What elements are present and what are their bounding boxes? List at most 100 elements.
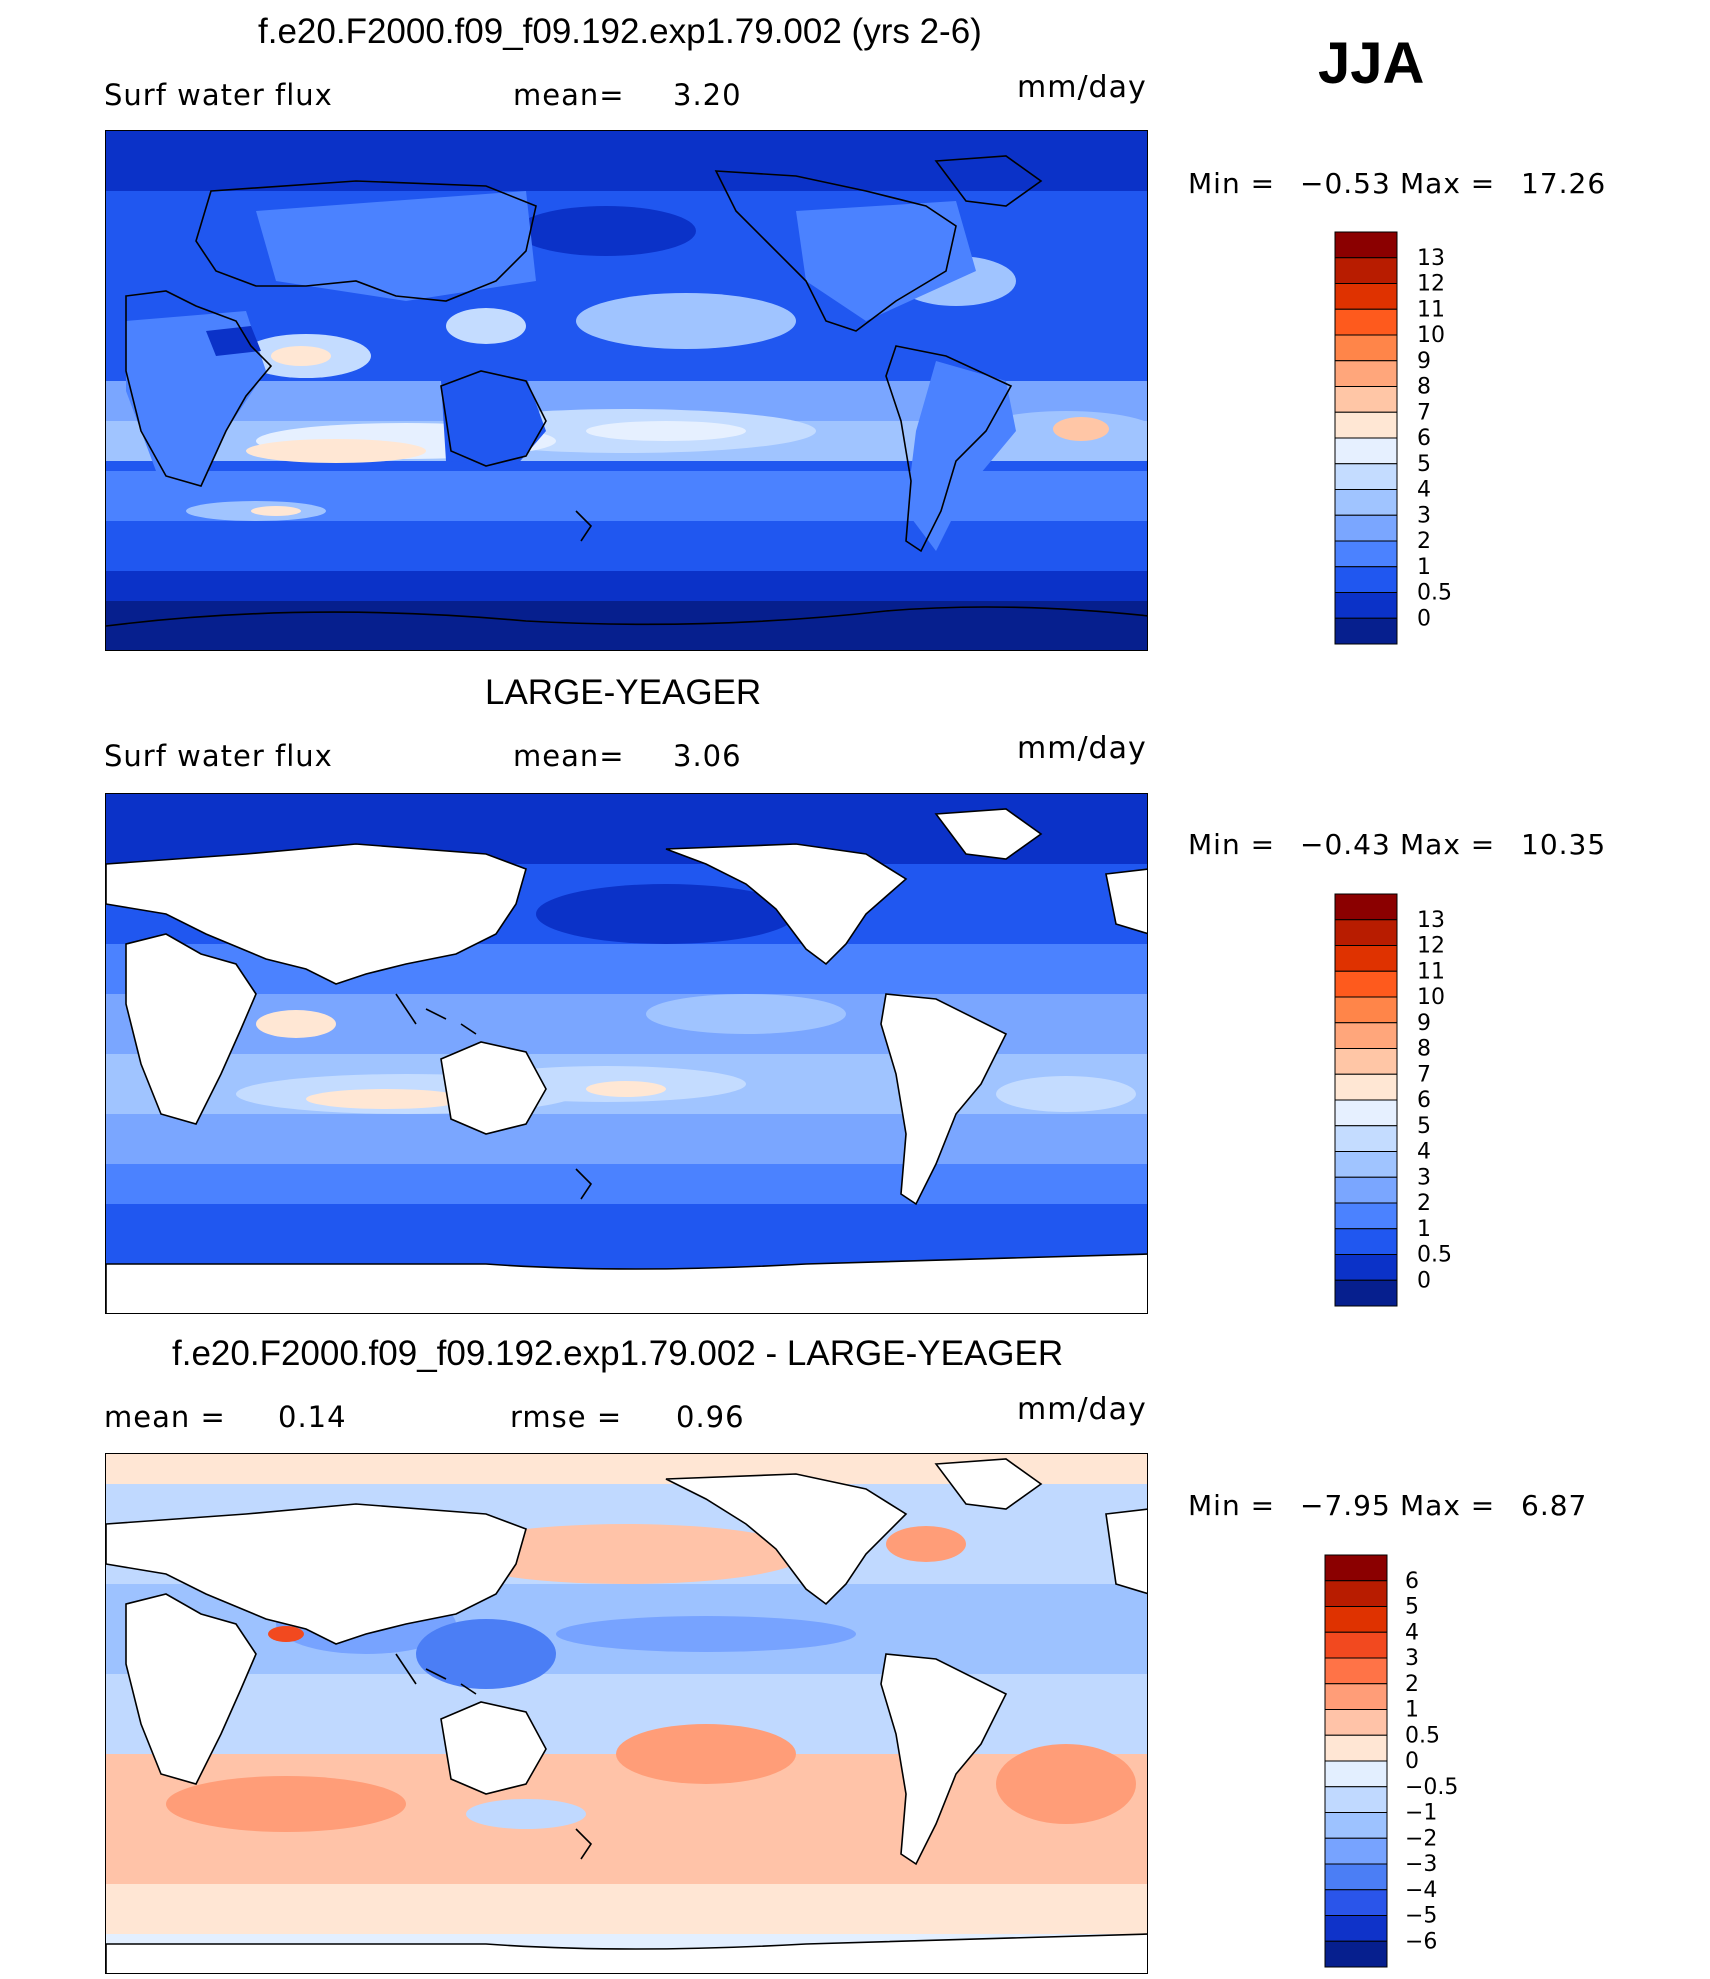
colorbar-1-swatch xyxy=(1334,257,1398,284)
colorbar-1-swatch xyxy=(1334,437,1398,465)
colorbar-3-tick-label: 0.5 xyxy=(1405,1723,1440,1748)
panel1-title: f.e20.F2000.f09_f09.192.exp1.79.002 (yrs… xyxy=(258,12,982,51)
colorbar-3-swatch xyxy=(1324,1554,1388,1582)
panel3-min-value: −7.95 xyxy=(1300,1489,1391,1522)
colorbar-3-tick-label: −2 xyxy=(1405,1826,1437,1851)
colorbar-2-tick-label: 2 xyxy=(1417,1191,1431,1216)
colorbar-3-swatch xyxy=(1324,1734,1388,1762)
colorbar-3-tick-label: 3 xyxy=(1405,1646,1419,1671)
colorbar-1-tick-label: 10 xyxy=(1417,323,1445,348)
colorbar-1-tick-label: 8 xyxy=(1417,375,1431,400)
panel3-rmse-label: rmse = xyxy=(510,1400,623,1434)
colorbar-1-swatch xyxy=(1334,592,1398,619)
colorbar-1-swatch xyxy=(1334,566,1398,593)
colorbar-3-tick-label: 0 xyxy=(1405,1749,1419,1774)
panel1-mean-value: 3.20 xyxy=(673,78,742,112)
colorbar-2-tick-label: 13 xyxy=(1417,908,1445,933)
colorbar-2-swatch xyxy=(1334,1048,1398,1075)
colorbar-3-tick-label: −3 xyxy=(1405,1852,1437,1877)
colorbar-2-swatch xyxy=(1334,1022,1398,1049)
season-label: JJA xyxy=(1318,31,1425,96)
colorbar-3-swatch xyxy=(1324,1915,1388,1942)
colorbar-1-swatch xyxy=(1334,360,1398,387)
colorbar-1-swatch xyxy=(1334,540,1398,568)
colorbar-2-tick-label: 8 xyxy=(1417,1037,1431,1062)
colorbar-3-tick-label: −6 xyxy=(1405,1929,1437,1954)
colorbar-3-swatch xyxy=(1324,1940,1388,1968)
colorbar-1-tick-label: 13 xyxy=(1417,246,1445,271)
panel2-variable-label: Surf water flux xyxy=(104,739,333,773)
colorbar-1-swatch xyxy=(1334,283,1398,310)
colorbar-1-swatch xyxy=(1334,411,1398,439)
panel1-min-value: −0.53 xyxy=(1300,167,1391,200)
colorbar-1-swatch xyxy=(1334,514,1398,542)
colorbar-2-tick-label: 11 xyxy=(1417,959,1445,984)
colorbar-1-swatch xyxy=(1334,334,1398,362)
panel3-mean-label: mean = xyxy=(104,1400,226,1434)
colorbar-2-tick-label: 12 xyxy=(1417,934,1445,959)
colorbar-3-swatch xyxy=(1324,1863,1388,1891)
panel3-max-label: Max = xyxy=(1400,1489,1496,1522)
colorbar-3-swatch xyxy=(1324,1786,1388,1813)
colorbar-3-tick-label: −0.5 xyxy=(1405,1775,1458,1800)
colorbar-3-swatch xyxy=(1324,1631,1388,1659)
colorbar-2-tick-label: 7 xyxy=(1417,1062,1431,1087)
colorbar-2-swatch xyxy=(1334,1073,1398,1101)
colorbar-1-swatch xyxy=(1334,231,1398,259)
panel3-title: f.e20.F2000.f09_f09.192.exp1.79.002 - LA… xyxy=(172,1334,1064,1373)
colorbar-2-tick-label: 6 xyxy=(1417,1088,1431,1113)
colorbar-1-swatch xyxy=(1334,386,1398,413)
colorbar-2-swatch xyxy=(1334,919,1398,946)
colorbar-3-swatch xyxy=(1324,1580,1388,1607)
colorbar-2-tick-label: 0.5 xyxy=(1417,1243,1452,1268)
panel1-max-value: 17.26 xyxy=(1521,167,1607,200)
colorbar-1-swatch xyxy=(1334,463,1398,490)
colorbar-3-tick-label: 6 xyxy=(1405,1569,1419,1594)
colorbar-2-swatch xyxy=(1334,1254,1398,1281)
panel3-max-value: 6.87 xyxy=(1521,1489,1588,1522)
colorbar-3-tick-label: 1 xyxy=(1405,1698,1419,1723)
colorbar-2-swatch xyxy=(1334,1176,1398,1204)
colorbar-2-tick-label: 0 xyxy=(1417,1268,1431,1293)
colorbar-2-swatch xyxy=(1334,945,1398,972)
colorbar-1-tick-label: 11 xyxy=(1417,297,1445,322)
colorbar-3-swatch xyxy=(1324,1889,1388,1916)
panel1-map xyxy=(105,130,1148,651)
panel1-mean-label: mean= xyxy=(513,78,625,112)
panel2-max-value: 10.35 xyxy=(1521,828,1607,861)
colorbar-2-swatch xyxy=(1334,1228,1398,1255)
colorbar-2-tick-label: 9 xyxy=(1417,1011,1431,1036)
panel1-map-svg xyxy=(106,131,1147,650)
colorbar-2-swatch xyxy=(1334,893,1398,921)
panel3-rmse-value: 0.96 xyxy=(676,1400,745,1434)
panel3-map xyxy=(105,1453,1148,1974)
colorbar-3-tick-label: −4 xyxy=(1405,1878,1437,1903)
panel2-map xyxy=(105,793,1148,1314)
colorbar-1-tick-label: 0.5 xyxy=(1417,581,1452,606)
colorbar-3-swatch xyxy=(1324,1709,1388,1736)
colorbar-1-tick-label: 1 xyxy=(1417,555,1431,580)
panel2-max-label: Max = xyxy=(1400,828,1496,861)
colorbar-3-tick-label: −5 xyxy=(1405,1904,1437,1929)
colorbar-2-swatch xyxy=(1334,1202,1398,1230)
colorbar-1-swatch xyxy=(1334,308,1398,336)
colorbar-2-swatch xyxy=(1334,970,1398,998)
colorbar-2-tick-label: 5 xyxy=(1417,1114,1431,1139)
colorbar-3-swatch xyxy=(1324,1837,1388,1865)
panel3-mean-value: 0.14 xyxy=(278,1400,347,1434)
panel2-min-value: −0.43 xyxy=(1300,828,1391,861)
panel1-max-label: Max = xyxy=(1400,167,1496,200)
colorbar-2-tick-label: 1 xyxy=(1417,1217,1431,1242)
panel1-variable-label: Surf water flux xyxy=(104,78,333,112)
panel3-map-svg xyxy=(106,1454,1147,1973)
colorbar-2-swatch xyxy=(1334,1099,1398,1127)
colorbar-3-tick-label: 2 xyxy=(1405,1672,1419,1697)
colorbar-1-tick-label: 3 xyxy=(1417,503,1431,528)
colorbar-2-swatch xyxy=(1334,1279,1398,1307)
colorbar-1-swatch xyxy=(1334,617,1398,645)
colorbar-3-tick-label: 4 xyxy=(1405,1620,1419,1645)
panel3-min-label: Min = xyxy=(1188,1489,1276,1522)
colorbar-3-tick-label: 5 xyxy=(1405,1595,1419,1620)
panel2-map-svg xyxy=(106,794,1147,1313)
